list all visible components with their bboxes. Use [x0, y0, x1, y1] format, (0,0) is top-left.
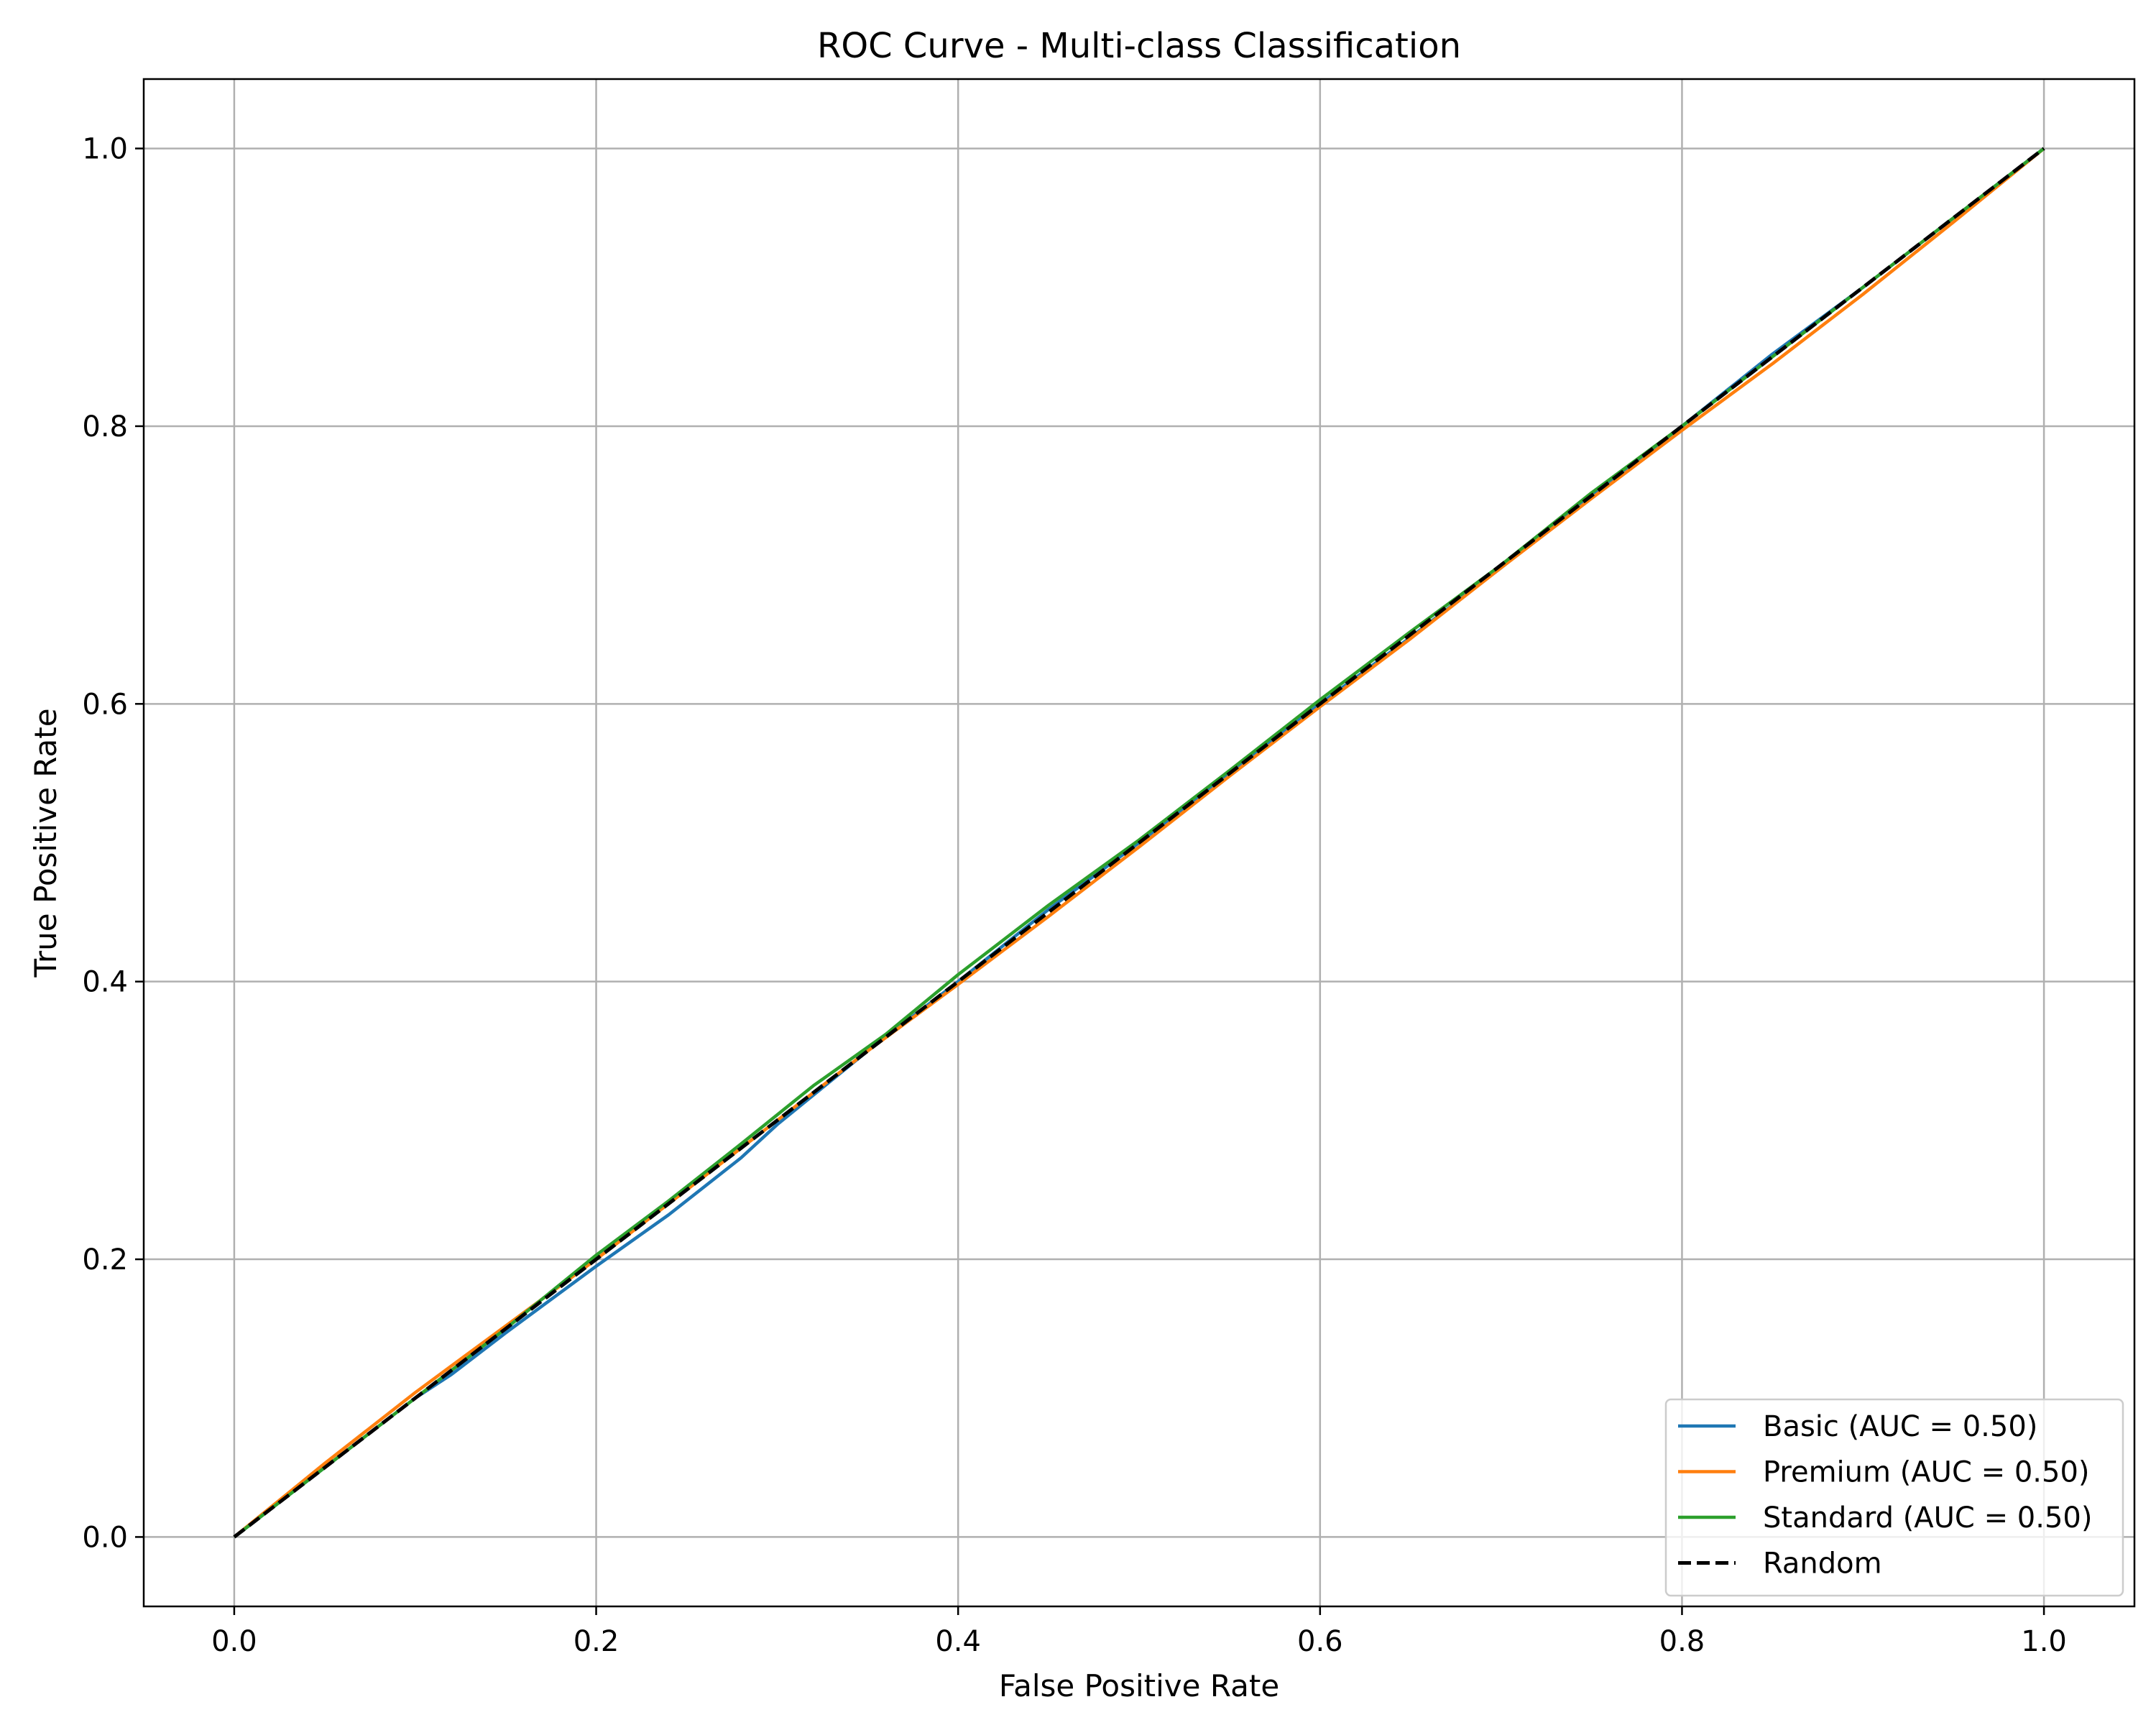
plot-lines	[233, 147, 2045, 1539]
legend-label-1: Basic (AUC = 0.50)	[1763, 1410, 2037, 1443]
legend-label-2: Premium (AUC = 0.50)	[1763, 1456, 2090, 1489]
chart-title: ROC Curve - Multi-class Classification	[817, 26, 1461, 66]
x-tick-label: 0.6	[1297, 1625, 1343, 1658]
y-tick-label: 1.0	[82, 133, 128, 166]
legend-box	[1664, 1398, 2124, 1597]
x-tick-label: 0.4	[935, 1625, 981, 1658]
x-tick-label: 0.8	[1659, 1625, 1705, 1658]
x-tick-label: 0.0	[211, 1625, 257, 1658]
x-tick-label: 1.0	[2021, 1625, 2067, 1658]
series-line-4	[233, 147, 2045, 1539]
x-axis-label: False Positive Rate	[999, 1668, 1279, 1703]
y-tick-label: 0.4	[82, 966, 128, 999]
y-tick-label: 0.6	[82, 688, 128, 721]
legend: Basic (AUC = 0.50) Premium (AUC = 0.50) St…	[1664, 1398, 2124, 1597]
y-axis-label: True Positive Rate	[28, 708, 63, 978]
axis-ticks: 0.0 0.2 0.4 0.6 0.8 1.0 0.0 0.2 0.4 0.6 0.8 1.0	[82, 133, 2067, 1658]
grid	[144, 79, 2134, 1606]
x-tick-label: 0.2	[573, 1625, 619, 1658]
y-tick-label: 0.8	[82, 410, 128, 443]
y-tick-label: 0.0	[82, 1521, 128, 1554]
legend-label-4: Random	[1763, 1547, 1882, 1581]
plot-frame	[142, 78, 2136, 1608]
y-tick-label: 0.2	[82, 1243, 128, 1276]
legend-label-3: Standard (AUC = 0.50)	[1763, 1501, 2092, 1535]
